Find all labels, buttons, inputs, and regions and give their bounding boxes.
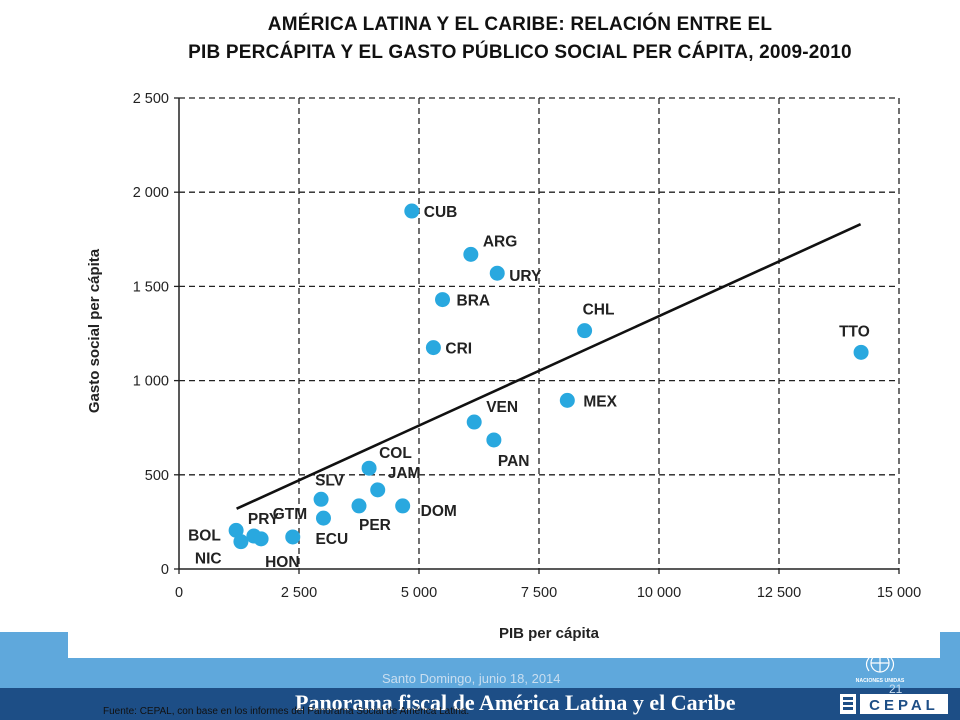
data-point xyxy=(351,498,367,514)
data-point xyxy=(253,531,269,547)
point-label: ECU xyxy=(315,531,348,548)
point-label: PAN xyxy=(498,453,530,470)
point-label: JAM xyxy=(388,465,421,482)
footer-title: Panorama fiscal de América Latina y el C… xyxy=(295,690,736,715)
un-label: NACIONES UNIDAS xyxy=(856,678,905,684)
point-label: VEN xyxy=(486,399,518,416)
data-point xyxy=(489,265,505,281)
axes xyxy=(174,97,900,574)
trend-line-group xyxy=(236,223,862,510)
page-number: 21 xyxy=(889,682,903,696)
x-tick-label: 0 xyxy=(175,585,183,601)
point-label: COL xyxy=(379,445,412,462)
data-point xyxy=(361,460,377,476)
point-label: URY xyxy=(509,268,542,285)
data-point xyxy=(313,491,329,507)
x-tick-label: 12 500 xyxy=(757,585,801,601)
point-label: BOL xyxy=(188,527,221,544)
y-tick-label: 2 000 xyxy=(133,185,169,201)
data-point xyxy=(370,482,386,498)
x-tick-label: 2 500 xyxy=(281,585,317,601)
data-point xyxy=(285,529,301,545)
x-tick-label: 5 000 xyxy=(401,585,437,601)
point-label: BRA xyxy=(457,293,491,310)
data-point xyxy=(425,340,441,356)
cepal-label: CEPAL xyxy=(869,697,939,714)
point-label: MEX xyxy=(583,393,617,410)
y-axis-label: Gasto social per cápita xyxy=(86,248,103,413)
point-label: CRI xyxy=(445,341,472,358)
tick-labels: 0 500 1 000 1 500 2 000 2 500 0 2 500 5 000 7 500… xyxy=(133,91,921,601)
point-label: NIC xyxy=(195,551,222,568)
point-label: TTO xyxy=(839,323,870,340)
data-point xyxy=(435,292,451,308)
data-point xyxy=(466,414,482,430)
source-note: Fuente: CEPAL, con base en los informes … xyxy=(103,706,470,717)
un-emblem-icon xyxy=(865,653,895,673)
point-labels: BOL NIC PRY HON GTM SLV ECU PER COL JAM DOM CUB CRI B… xyxy=(188,204,870,571)
point-label: DOM xyxy=(421,503,457,520)
point-label: GTM xyxy=(273,506,307,523)
point-label: PRY xyxy=(248,511,280,528)
x-axis-label: PIB per cápita xyxy=(499,625,600,642)
point-label: CUB xyxy=(424,204,458,221)
data-points xyxy=(228,203,869,550)
data-point xyxy=(577,323,593,339)
y-tick-label: 500 xyxy=(145,468,169,484)
y-tick-label: 1 500 xyxy=(133,279,169,295)
un-logo: NACIONES UNIDAS xyxy=(856,653,905,684)
data-point xyxy=(315,510,331,526)
y-tick-label: 1 000 xyxy=(133,374,169,390)
cepal-emblem-icon xyxy=(840,694,856,714)
data-point xyxy=(404,203,420,219)
chart-title-line-1: AMÉRICA LATINA Y EL CARIBE: RELACIÓN ENT… xyxy=(267,14,773,35)
cepal-logo: CEPAL xyxy=(840,694,948,714)
chart-title-line-2: PIB PERCÁPITA Y EL GASTO PÚBLICO SOCIAL … xyxy=(188,42,852,63)
data-point xyxy=(559,392,575,408)
x-tick-label: 15 000 xyxy=(877,585,921,601)
point-label: HON xyxy=(265,554,299,571)
y-tick-label: 2 500 xyxy=(133,91,169,107)
footer-location: Santo Domingo, junio 18, 2014 xyxy=(382,671,561,686)
data-point xyxy=(233,534,249,550)
point-label: ARG xyxy=(483,233,517,250)
data-point xyxy=(486,432,502,448)
x-tick-label: 10 000 xyxy=(637,585,681,601)
footer-bar xyxy=(0,688,960,720)
point-label: PER xyxy=(359,517,391,534)
x-tick-label: 7 500 xyxy=(521,585,557,601)
y-tick-label: 0 xyxy=(161,562,169,578)
data-point xyxy=(395,498,411,514)
data-point xyxy=(853,344,869,360)
point-label: SLV xyxy=(315,472,345,489)
data-point xyxy=(463,246,479,262)
grid xyxy=(179,97,900,569)
data-point xyxy=(228,522,244,538)
trend-line xyxy=(236,223,862,510)
point-label: CHL xyxy=(583,302,615,319)
chart-panel xyxy=(68,80,940,658)
